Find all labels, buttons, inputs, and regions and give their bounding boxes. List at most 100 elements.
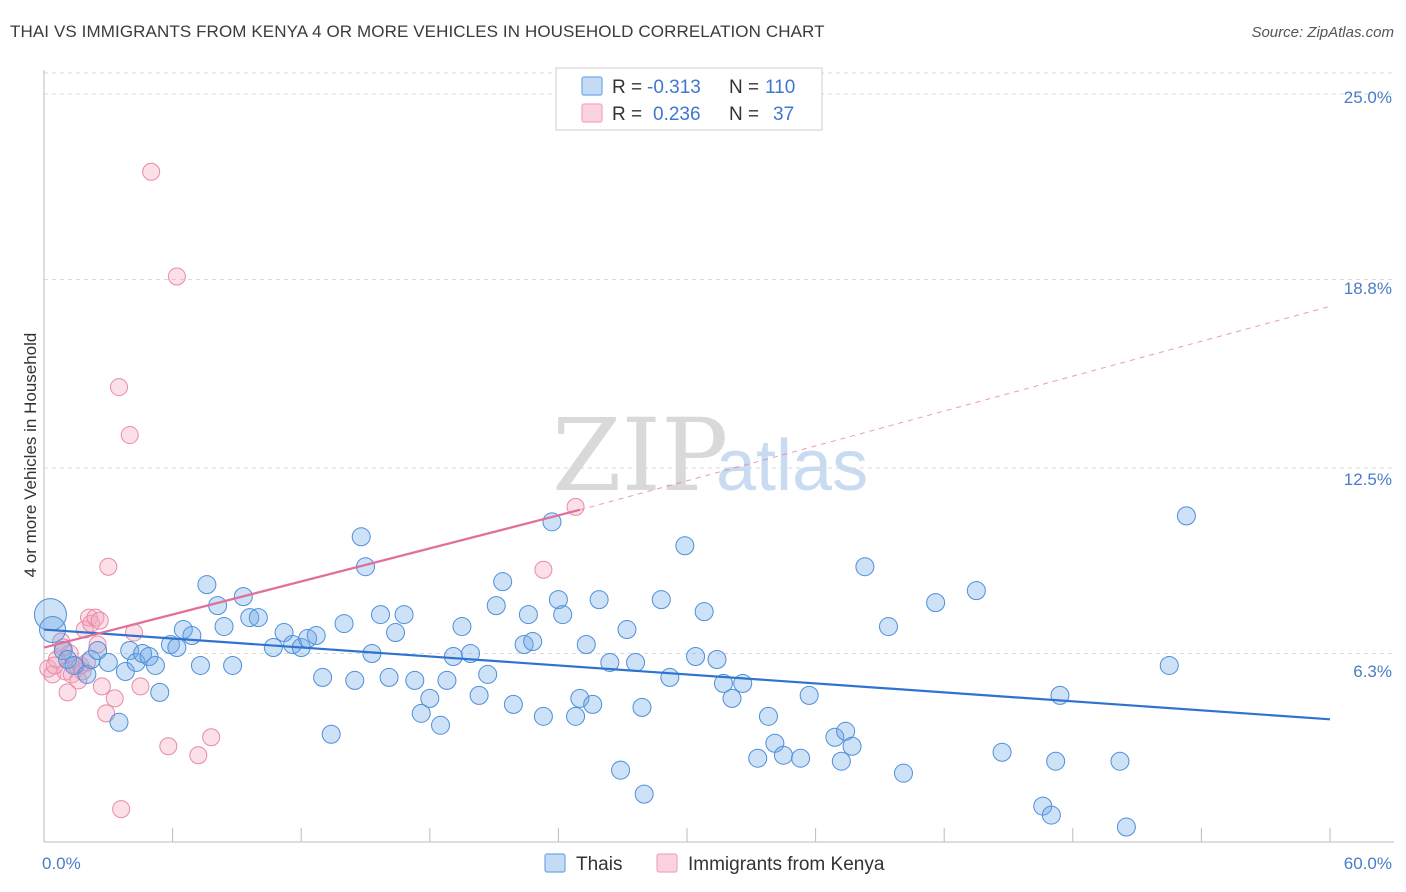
- kenya-point: [120, 426, 139, 445]
- thai-point: [799, 685, 819, 705]
- thai-point: [190, 655, 210, 675]
- thai-point: [182, 626, 202, 646]
- thai-point: [553, 605, 573, 625]
- trend-lines: [43, 305, 1331, 721]
- thai-point: [660, 667, 680, 687]
- watermark-zip: ZIP: [552, 397, 728, 514]
- kenya-point: [97, 704, 116, 723]
- kenya-point: [202, 728, 221, 747]
- thai-point: [334, 614, 354, 634]
- thai-point: [773, 745, 793, 765]
- thai-point: [533, 706, 553, 726]
- thai-point: [758, 706, 778, 726]
- thai-point: [214, 617, 234, 637]
- y-axis-label: 4 or more Vehicles in Household: [21, 333, 40, 578]
- thai-point: [617, 620, 637, 640]
- thai-point: [1116, 817, 1136, 837]
- thai-point: [675, 536, 695, 556]
- chart-title: THAI VS IMMIGRANTS FROM KENYA 4 OR MORE …: [10, 22, 825, 41]
- thai-point: [626, 652, 646, 672]
- thai-point: [443, 646, 463, 666]
- thai-point: [576, 635, 596, 655]
- thai-point: [842, 736, 862, 756]
- thai-point: [694, 602, 714, 622]
- thai-point: [722, 688, 742, 708]
- thai-point: [707, 649, 727, 669]
- thai-point: [600, 652, 620, 672]
- legend-n-label: N =: [729, 77, 759, 98]
- thai-point: [486, 596, 506, 616]
- thai-point: [88, 640, 108, 660]
- thai-point: [518, 605, 538, 625]
- ytick-labels: 6.3% 12.5% 18.8% 25.0%: [1344, 88, 1392, 681]
- ytick-label: 18.8%: [1344, 279, 1392, 298]
- thai-point: [632, 697, 652, 717]
- kenya-point: [167, 267, 186, 286]
- thai-point: [379, 667, 399, 687]
- thai-point: [1159, 655, 1179, 675]
- legend-r-value: -0.313: [647, 77, 701, 98]
- kenya-point: [142, 162, 161, 181]
- kenya-trend-line: [43, 508, 581, 649]
- thai-point: [321, 724, 341, 744]
- thai-point: [478, 664, 498, 684]
- ytick-label: 6.3%: [1353, 662, 1392, 681]
- thai-point: [371, 605, 391, 625]
- thai-point: [167, 638, 187, 658]
- thai-point: [825, 727, 845, 747]
- thai-point: [791, 748, 811, 768]
- thai-point: [452, 617, 472, 637]
- thai-point: [589, 590, 609, 610]
- kenya-point: [112, 800, 131, 819]
- thai-point: [493, 572, 513, 592]
- series-legend-swatch-kenya: [656, 853, 678, 873]
- thai-point: [109, 712, 129, 732]
- ytick-label: 12.5%: [1344, 470, 1392, 489]
- kenya-point: [58, 683, 77, 702]
- watermark: ZIP atlas: [552, 397, 868, 514]
- thai-point: [831, 751, 851, 771]
- thai-point: [523, 632, 543, 652]
- kenya-point: [159, 737, 178, 756]
- thai-point: [611, 760, 631, 780]
- axes: [43, 70, 1394, 843]
- thai-point: [394, 605, 414, 625]
- xtick-label-end: 60.0%: [1344, 854, 1392, 873]
- thai-point: [583, 694, 603, 714]
- thai-point: [313, 667, 333, 687]
- legend-n-label: N =: [729, 104, 759, 125]
- thai-point: [431, 715, 451, 735]
- thai-point: [197, 575, 217, 595]
- thai-point: [893, 763, 913, 783]
- thai-point: [420, 688, 440, 708]
- thai-point: [120, 640, 140, 660]
- thai-point: [150, 682, 170, 702]
- gridlines: [44, 72, 1394, 654]
- thai-point: [713, 673, 733, 693]
- thai-point: [926, 593, 946, 613]
- kenya-point: [110, 378, 129, 397]
- legend-n-value: 37: [773, 104, 794, 125]
- watermark-atlas: atlas: [716, 426, 868, 506]
- thai-point: [345, 670, 365, 690]
- thai-point: [437, 670, 457, 690]
- thai-point: [351, 527, 371, 547]
- thai-point: [386, 623, 406, 643]
- thai-point: [686, 646, 706, 666]
- legend-n-value: 110: [765, 77, 795, 98]
- kenya-point: [105, 689, 124, 708]
- thai-points: [33, 506, 1196, 837]
- thai-point: [248, 608, 268, 628]
- thai-point: [748, 748, 768, 768]
- thai-point: [548, 590, 568, 610]
- kenya-point: [189, 746, 208, 765]
- thai-point: [411, 703, 431, 723]
- thai-point: [77, 664, 97, 684]
- thai-trend-line: [43, 628, 1331, 721]
- kenya-point: [131, 677, 150, 696]
- legend-r-label: R =: [612, 77, 642, 98]
- legend-swatch-kenya: [581, 103, 603, 123]
- thai-point: [223, 655, 243, 675]
- xtick-label-start: 0.0%: [42, 854, 81, 873]
